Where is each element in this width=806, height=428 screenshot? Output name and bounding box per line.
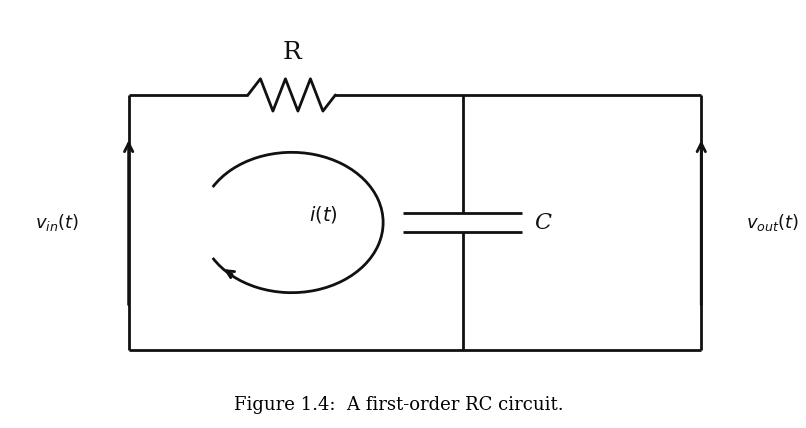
Text: Figure 1.4:  A first-order RC circuit.: Figure 1.4: A first-order RC circuit. [235,396,564,414]
Text: C: C [534,211,551,234]
Text: R: R [282,41,301,64]
Text: $v_{\mathit{out}}(t)$: $v_{\mathit{out}}(t)$ [746,212,800,233]
Text: $i(t)$: $i(t)$ [310,203,338,225]
Text: $v_{\mathit{in}}(t)$: $v_{\mathit{in}}(t)$ [35,212,79,233]
